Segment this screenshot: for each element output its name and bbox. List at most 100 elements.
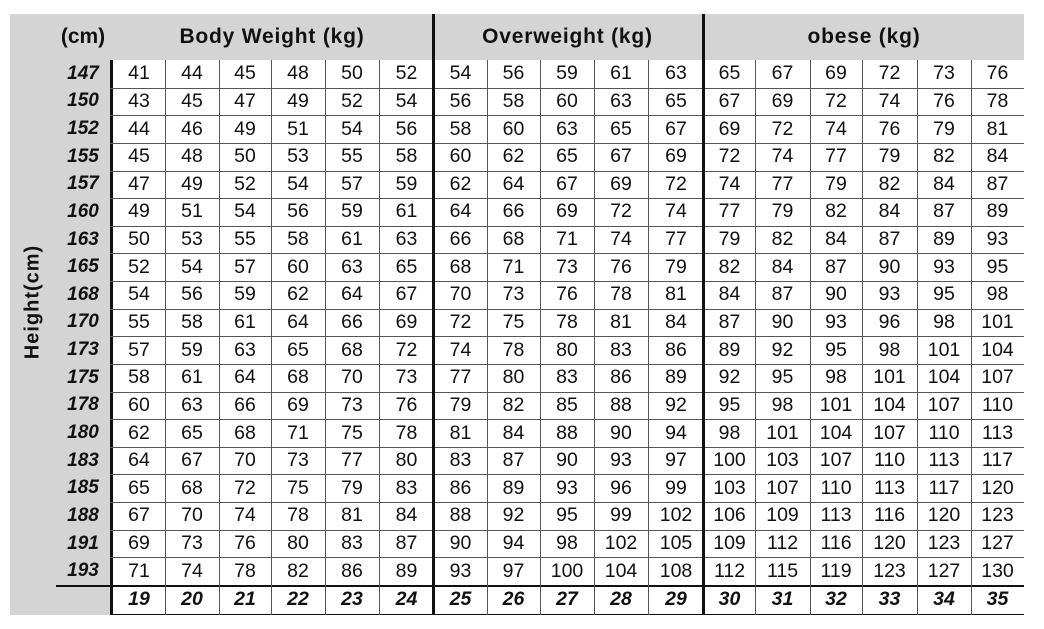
weight-cell: 75 [287,476,309,499]
weight-cell: 76 [395,393,418,416]
weight-cell: 53 [181,228,203,251]
weight-cell: 82 [771,228,794,251]
weight-cell: 97 [502,559,525,582]
weight-cell: 88 [610,393,632,416]
row-divider [110,87,1024,89]
weight-cell: 65 [287,338,309,361]
weight-cell: 77 [665,228,687,251]
weight-cell: 95 [825,338,847,361]
weight-cell: 76 [610,255,632,278]
weight-cell: 74 [718,172,741,195]
weight-cell: 84 [933,172,955,195]
weight-cell: 79 [825,172,847,195]
weight-cell: 117 [928,476,960,499]
weight-cell: 69 [128,532,150,555]
weight-cell: 59 [395,172,418,195]
weight-cell: 66 [449,228,472,251]
weight-cell: 43 [128,89,150,112]
weight-cell: 69 [665,145,687,168]
weight-cell: 57 [234,255,256,278]
weight-cell: 123 [873,559,906,582]
weight-cell: 68 [234,421,256,444]
group-divider [432,14,435,615]
weight-cell: 82 [718,255,741,278]
weight-cell: 92 [771,338,794,361]
weight-cell: 64 [341,283,363,306]
weight-cell: 49 [128,200,150,223]
weight-cell: 54 [449,62,472,85]
weight-cell: 93 [556,476,578,499]
weight-cell: 65 [128,476,150,499]
weight-cell: 68 [341,338,363,361]
weight-cell: 79 [878,145,901,168]
weight-cell: 74 [665,200,687,223]
weight-cell: 82 [878,172,901,195]
weight-cell: 71 [287,421,309,444]
weight-cell: 67 [556,172,578,195]
column-divider [862,60,863,615]
weight-cell: 88 [449,504,472,527]
weight-cell: 59 [181,338,203,361]
bmi-value: 34 [933,587,955,610]
weight-cell: 54 [128,283,150,306]
weight-cell: 119 [820,559,852,582]
row-divider [110,253,1024,255]
weight-cell: 85 [556,393,578,416]
weight-cell: 53 [287,145,309,168]
weight-cell: 84 [502,421,525,444]
weight-cell: 72 [395,338,418,361]
bmi-value: 24 [395,587,418,610]
weight-cell: 52 [234,172,256,195]
weight-cell: 101 [981,310,1014,333]
bmi-value: 25 [449,587,472,610]
bmi-value: 27 [556,587,578,610]
height-label: 180 [67,422,99,443]
weight-cell: 113 [820,504,852,527]
weight-cell: 48 [181,145,203,168]
height-label: 178 [67,394,99,416]
weight-cell: 87 [878,228,901,251]
weight-cell: 100 [713,449,746,472]
weight-cell: 52 [128,255,150,278]
weight-cell: 64 [449,200,472,223]
weight-cell: 77 [718,200,741,223]
weight-cell: 49 [287,89,309,112]
weight-cell: 107 [766,476,799,499]
weight-cell: 49 [181,172,203,195]
weight-cell: 65 [610,117,632,140]
weight-cell: 84 [825,228,847,251]
weight-cell: 73 [287,449,309,472]
weight-cell: 87 [825,255,847,278]
weight-cell: 89 [986,200,1009,223]
weight-cell: 59 [234,283,256,306]
cm-column-header: (cm) [60,25,106,48]
bmi-value: 23 [341,587,363,610]
weight-cell: 58 [128,366,150,389]
weight-cell: 104 [927,366,961,389]
weight-cell: 68 [181,476,203,499]
weight-cell: 64 [502,172,525,195]
weight-cell: 89 [933,228,955,251]
weight-cell: 115 [766,559,799,582]
weight-cell: 123 [981,504,1014,527]
bmi-value: 21 [234,587,256,610]
weight-cell: 56 [287,200,309,223]
weight-cell: 71 [128,559,150,582]
weight-cell: 92 [502,504,525,527]
weight-cell: 73 [502,283,525,306]
weight-cell: 89 [395,559,418,582]
row-divider [110,198,1024,200]
weight-cell: 77 [341,449,363,472]
weight-cell: 94 [502,532,525,555]
overweight-header: Overweight (kg) [482,25,653,48]
weight-cell: 83 [449,449,472,472]
weight-cell: 87 [502,449,525,472]
height-label: 191 [67,532,99,554]
weight-cell: 64 [287,310,309,333]
weight-cell: 54 [341,117,363,140]
weight-cell: 81 [449,421,472,444]
weight-cell: 80 [287,532,309,555]
weight-cell: 66 [341,310,363,333]
weight-cell: 68 [502,228,525,251]
weight-cell: 62 [128,421,150,444]
